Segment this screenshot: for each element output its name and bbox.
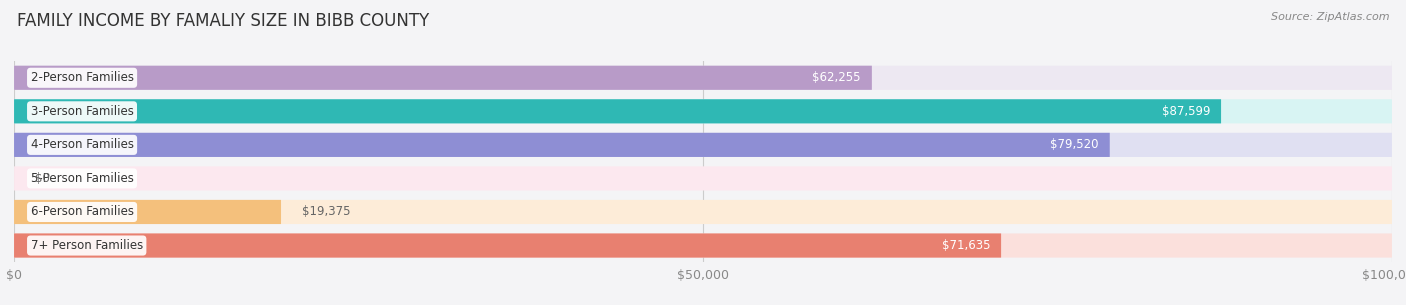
Text: $62,255: $62,255 xyxy=(813,71,860,84)
Text: 5-Person Families: 5-Person Families xyxy=(31,172,134,185)
FancyBboxPatch shape xyxy=(14,66,1392,90)
FancyBboxPatch shape xyxy=(14,233,1001,258)
FancyBboxPatch shape xyxy=(14,133,1392,157)
FancyBboxPatch shape xyxy=(14,133,1109,157)
Text: 2-Person Families: 2-Person Families xyxy=(31,71,134,84)
FancyBboxPatch shape xyxy=(14,99,1392,124)
Text: $71,635: $71,635 xyxy=(942,239,990,252)
Text: Source: ZipAtlas.com: Source: ZipAtlas.com xyxy=(1271,12,1389,22)
Text: 4-Person Families: 4-Person Families xyxy=(31,138,134,151)
Text: $19,375: $19,375 xyxy=(302,206,350,218)
FancyBboxPatch shape xyxy=(14,200,281,224)
FancyBboxPatch shape xyxy=(14,166,1392,191)
Text: $79,520: $79,520 xyxy=(1050,138,1098,151)
FancyBboxPatch shape xyxy=(14,66,872,90)
Text: FAMILY INCOME BY FAMALIY SIZE IN BIBB COUNTY: FAMILY INCOME BY FAMALIY SIZE IN BIBB CO… xyxy=(17,12,429,30)
FancyBboxPatch shape xyxy=(14,99,1220,124)
Text: $87,599: $87,599 xyxy=(1161,105,1211,118)
FancyBboxPatch shape xyxy=(14,233,1392,258)
FancyBboxPatch shape xyxy=(14,200,1392,224)
Text: 6-Person Families: 6-Person Families xyxy=(31,206,134,218)
Text: 3-Person Families: 3-Person Families xyxy=(31,105,134,118)
Text: 7+ Person Families: 7+ Person Families xyxy=(31,239,143,252)
Text: $0: $0 xyxy=(35,172,49,185)
